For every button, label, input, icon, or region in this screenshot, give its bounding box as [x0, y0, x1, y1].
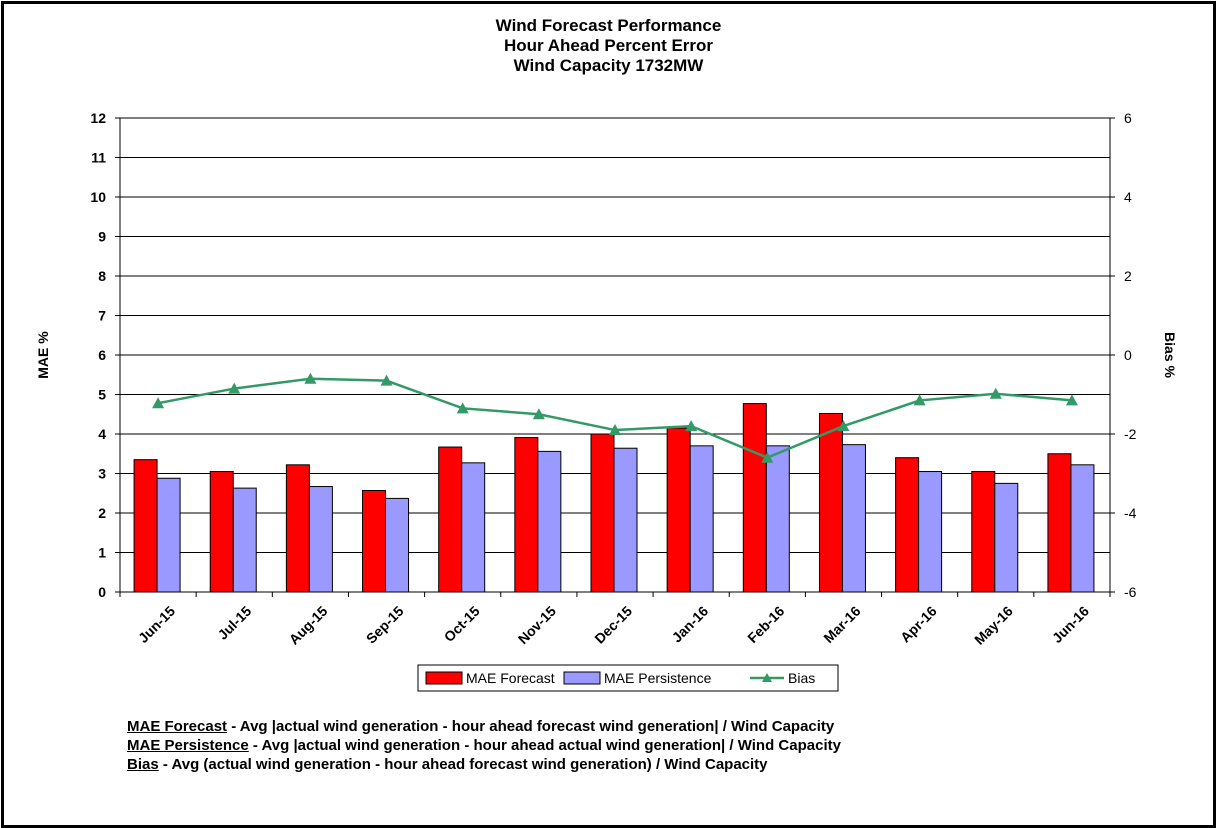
x-tick-label: Jan-16 [669, 603, 712, 646]
bar-mae-persistence [308, 486, 333, 593]
y-tick-label-left: 10 [90, 189, 106, 205]
chart-title-line-2: Hour Ahead Percent Error [503, 36, 714, 55]
y-tick-label-left: 8 [98, 268, 106, 284]
y-tick-label-left: 12 [90, 110, 106, 126]
bias-point [456, 402, 469, 414]
y-tick-label-left: 1 [98, 545, 106, 561]
bar-mae-persistence [537, 450, 562, 593]
bias-point [913, 394, 926, 406]
x-tick-label: May-16 [971, 603, 1016, 648]
bar-mae-forecast [438, 446, 463, 593]
bar-mae-persistence [689, 445, 714, 593]
x-tick-label: Aug-15 [286, 603, 331, 648]
bar-mae-forecast [133, 459, 158, 593]
bar-mae-persistence [841, 444, 866, 593]
bias-point [685, 420, 698, 432]
y-tick-label-left: 5 [98, 387, 106, 403]
chart-title-line-3: Wind Capacity 1732MW [513, 56, 704, 75]
legend-label: MAE Persistence [604, 670, 712, 686]
x-tick-label: Sep-15 [363, 603, 407, 647]
bias-point [761, 451, 774, 463]
definition-term: Bias [127, 756, 159, 773]
bias-line [157, 377, 1073, 460]
legend-label: Bias [788, 670, 815, 686]
x-tick-label: Jul-15 [214, 603, 254, 643]
bar-mae-forecast [1047, 453, 1072, 593]
chart-title: Wind Forecast Performance Hour Ahead Per… [4, 16, 1213, 76]
bar-mae-persistence [918, 471, 943, 593]
bar-mae-persistence [765, 445, 790, 593]
bar-mae-forecast [590, 433, 615, 593]
y-tick-label-right: 6 [1124, 110, 1132, 126]
definition-text: - Avg |actual wind generation - hour ahe… [227, 718, 835, 735]
definition-bias: Bias - Avg (actual wind generation - hou… [127, 755, 841, 774]
legend-swatch [563, 671, 601, 685]
bias-point [1065, 394, 1078, 406]
bar-mae-persistence [232, 487, 257, 593]
x-tick-label: Jun-16 [1049, 603, 1092, 646]
y-tick-label-left: 6 [98, 347, 106, 363]
y-tick-label-left: 2 [98, 505, 106, 521]
legend-label: MAE Forecast [466, 670, 555, 686]
y-tick-label-right: -4 [1124, 505, 1137, 521]
bar-mae-persistence [994, 482, 1019, 593]
bias-point [228, 382, 241, 394]
y-tick-label-left: 11 [91, 150, 106, 166]
bar-mae-persistence [385, 497, 410, 593]
bias-point [152, 397, 165, 409]
definition-mae-persistence: MAE Persistence - Avg |actual wind gener… [127, 736, 841, 755]
bar-mae-forecast [362, 489, 387, 593]
bar-mae-forecast [971, 471, 996, 593]
bar-mae-persistence [156, 477, 181, 593]
definition-text: - Avg (actual wind generation - hour ahe… [158, 756, 768, 773]
x-tick-label: Mar-16 [820, 603, 863, 646]
y-tick-label-left: 3 [98, 466, 106, 482]
bar-mae-persistence [1070, 464, 1095, 593]
y-tick-label-left: 4 [98, 426, 106, 442]
x-tick-label: Dec-15 [591, 603, 635, 647]
x-tick-label: Oct-15 [441, 603, 483, 645]
bar-mae-persistence [613, 447, 638, 593]
bias-point [989, 387, 1002, 399]
bias-point [837, 420, 850, 432]
y-tick-label-right: 4 [1124, 189, 1132, 205]
y-tick-label-right: -2 [1124, 426, 1137, 442]
chart-title-line-1: Wind Forecast Performance [495, 16, 722, 35]
definition-mae-forecast: MAE Forecast - Avg |actual wind generati… [127, 717, 841, 736]
x-tick-label: Feb-16 [744, 603, 787, 646]
y-tick-label-right: -6 [1124, 584, 1137, 600]
bar-mae-forecast [514, 437, 539, 593]
y-tick-label-right: 2 [1124, 268, 1132, 284]
y-tick-label-left: 7 [98, 308, 106, 324]
x-tick-label: Jun-15 [135, 603, 178, 646]
y-tick-label-right: 0 [1124, 347, 1132, 363]
bar-mae-forecast [818, 412, 843, 593]
bar-mae-forecast [666, 427, 691, 593]
y-tick-label-left: 9 [98, 229, 106, 245]
definition-term: MAE Persistence [127, 737, 249, 754]
y-axis-title-right: Bias % [1162, 332, 1178, 378]
bar-mae-persistence [461, 462, 486, 593]
definition-term: MAE Forecast [127, 718, 228, 735]
bar-mae-forecast [209, 471, 234, 593]
bar-mae-forecast [895, 457, 920, 593]
definitions: MAE Forecast - Avg |actual wind generati… [127, 717, 841, 774]
bias-point [304, 372, 317, 384]
bar-mae-forecast [742, 403, 767, 593]
y-axis-title-left: MAE % [35, 331, 51, 379]
definition-text: - Avg |actual wind generation - hour ahe… [248, 737, 841, 754]
bias-point [532, 408, 545, 420]
bias-point [609, 424, 621, 436]
bar-mae-forecast [285, 464, 310, 593]
legend-marker [762, 673, 772, 682]
x-tick-label: Apr-16 [897, 603, 940, 646]
y-tick-label-left: 0 [98, 584, 106, 600]
legend-swatch [425, 671, 463, 685]
x-tick-label: Nov-15 [515, 603, 559, 647]
bias-point [380, 374, 393, 386]
